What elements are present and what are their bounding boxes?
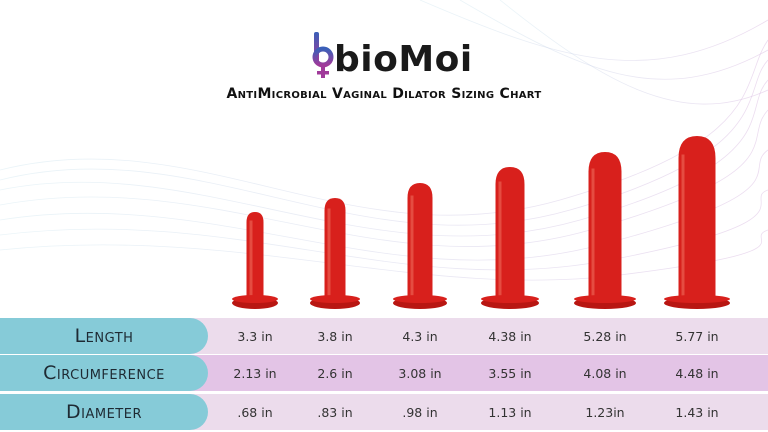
- row-label: Circumference: [0, 355, 208, 391]
- table-cell: 1.13 in: [488, 404, 532, 420]
- table-cell: .68 in: [237, 404, 273, 420]
- table-cell: .83 in: [317, 404, 353, 420]
- row-label: Length: [0, 318, 208, 354]
- dilator-illustrations: [232, 136, 730, 309]
- dilator-size-1: [232, 212, 278, 309]
- table-cell: 2.6 in: [317, 365, 353, 381]
- table-cell: 3.3 in: [237, 328, 273, 344]
- row-background: [180, 355, 768, 391]
- page-title: AntiMicrobial Vaginal Dilator Sizing Cha…: [226, 86, 542, 102]
- table-cell: 3.8 in: [317, 328, 353, 344]
- table-cell: 4.08 in: [583, 365, 627, 381]
- dilator-size-6: [664, 136, 730, 309]
- brand-logo: bioMoi: [312, 26, 473, 80]
- table-row-length: Length 3.3 in 3.8 in 4.3 in 4.38 in 5.28 in 5.…: [0, 318, 768, 354]
- table-row-diameter: Diameter .68 in .83 in .98 in 1.13 in 1.23in 1…: [0, 394, 768, 430]
- table-cell: .98 in: [402, 404, 438, 420]
- table-cell: 4.48 in: [675, 365, 719, 381]
- table-cell: 2.13 in: [233, 365, 277, 381]
- female-symbol-b-icon: [312, 32, 334, 78]
- table-cell: 1.23in: [585, 404, 625, 420]
- table-row-circumference: Circumference 2.13 in 2.6 in 3.08 in 3.55 in…: [0, 355, 768, 391]
- row-background: [180, 318, 768, 354]
- table-cell: 3.55 in: [488, 365, 532, 381]
- dilator-size-5: [574, 152, 636, 309]
- table-cell: 1.43 in: [675, 404, 719, 420]
- dilator-size-3: [393, 183, 447, 309]
- row-label: Diameter: [0, 394, 208, 430]
- dilator-size-4: [481, 167, 539, 309]
- table-cell: 3.08 in: [398, 365, 442, 381]
- table-cell: 4.3 in: [402, 328, 438, 344]
- table-cell: 5.77 in: [675, 328, 719, 344]
- logo-text: bioMoi: [334, 39, 473, 80]
- dilator-size-2: [310, 198, 360, 309]
- row-background: [180, 394, 768, 430]
- table-cell: 4.38 in: [488, 328, 532, 344]
- table-cell: 5.28 in: [583, 328, 627, 344]
